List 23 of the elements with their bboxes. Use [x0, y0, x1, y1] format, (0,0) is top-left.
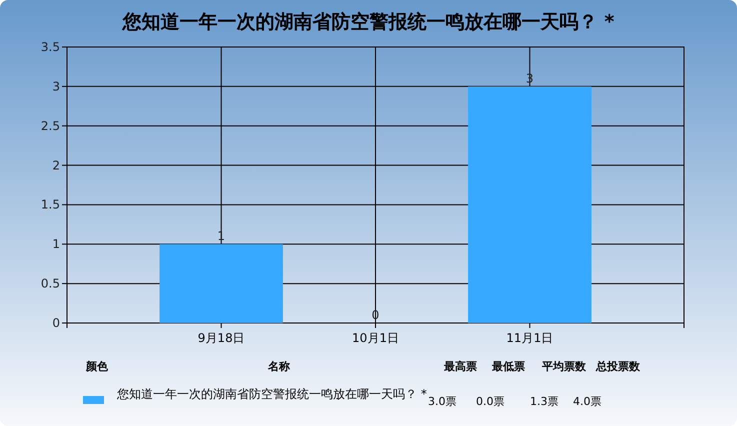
- text: 名称: [267, 360, 291, 373]
- text: 最高票: [443, 360, 477, 373]
- text: 3.0票: [428, 395, 456, 408]
- y-tick-label: 2: [52, 158, 60, 172]
- legend-label: 您知道一年一次的湖南省防空警报统一鸣放在哪一天吗？ *: [116, 387, 427, 401]
- chart-title: 您知道一年一次的湖南省防空警报统一鸣放在哪一天吗？ *: [122, 11, 614, 33]
- text: 平均票数: [541, 360, 587, 373]
- y-tick-label: 3.5: [40, 40, 60, 54]
- x-tick-label: 11月1日: [506, 331, 554, 345]
- x-tick-label: 10月1日: [352, 331, 399, 345]
- text: 颜色: [85, 360, 109, 373]
- text: 4.0票: [573, 395, 602, 408]
- text: 0.0票: [476, 395, 504, 408]
- text: 最低票: [491, 360, 525, 373]
- y-tick-label: 1: [52, 237, 60, 252]
- text: 1.3票: [530, 395, 558, 408]
- y-tick-label: 0.5: [40, 276, 60, 291]
- text: 总投票数: [595, 360, 641, 373]
- y-tick-label: 3: [52, 79, 60, 94]
- y-tick-label: 2.5: [40, 118, 60, 133]
- x-tick-label: 9月18日: [198, 331, 245, 345]
- y-tick-label: 0: [52, 316, 60, 330]
- y-tick-label: 1.5: [40, 198, 60, 212]
